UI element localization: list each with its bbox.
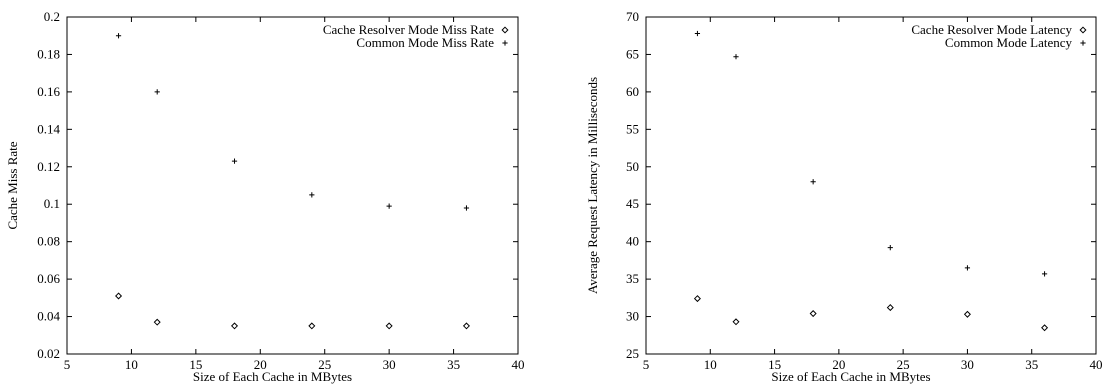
data-point-plus (810, 179, 816, 185)
x-tick-label: 40 (512, 357, 525, 372)
x-tick-label: 40 (1090, 357, 1103, 372)
y-tick-label: 0.16 (37, 84, 60, 99)
data-point-plus (733, 54, 739, 60)
y-tick-label: 0.18 (37, 46, 60, 61)
y-tick-label: 0.1 (44, 196, 60, 211)
data-point-diamond (462, 322, 470, 330)
x-tick-label: 5 (643, 357, 650, 372)
data-point-diamond (385, 322, 393, 330)
data-point-diamond (308, 322, 316, 330)
y-tick-label: 0.02 (37, 346, 60, 361)
x-tick-label: 25 (897, 357, 910, 372)
latency-chart: 5 10 15 20 25 30 35 40 25 30 35 40 45 50 55 60 65 70 Size … (585, 9, 1103, 384)
plot-frame (66, 16, 519, 355)
data-point-diamond (153, 318, 161, 326)
y-tick-label: 0.14 (37, 121, 60, 136)
x-axis-title: Size of Each Cache in MBytes (771, 369, 930, 384)
y-tick-label: 70 (626, 9, 639, 24)
y-tick-label: 35 (626, 271, 639, 286)
y-tick-label: 0.12 (37, 159, 60, 174)
x-axis-title: Size of Each Cache in MBytes (193, 369, 352, 384)
data-point-diamond (693, 295, 701, 303)
data-point-plus (309, 192, 315, 198)
legend-marker-plus (502, 40, 508, 46)
x-tick-label: 25 (318, 357, 331, 372)
y-axis-title: Average Request Latency in Milliseconds (585, 77, 600, 294)
x-tick-label: 20 (254, 357, 267, 372)
y-tick-label: 0.2 (44, 9, 60, 24)
data-point-diamond (886, 304, 894, 312)
y-tick-label: 0.04 (37, 309, 60, 324)
series-diamond (693, 295, 1049, 332)
legend-marker-plus (1080, 40, 1086, 46)
y-tick-label: 0.06 (37, 271, 60, 286)
data-point-plus (463, 205, 470, 211)
y-tick-label: 40 (626, 234, 639, 249)
legend-entry-label: Cache Resolver Mode Latency (911, 22, 1072, 37)
y-tick-label: 60 (626, 84, 639, 99)
data-point-plus (386, 203, 392, 209)
legend-entry-label: Cache Resolver Mode Miss Rate (323, 22, 494, 37)
x-tick-label: 5 (64, 357, 71, 372)
x-tick-label: 15 (189, 357, 202, 372)
legend-marker-diamond (501, 26, 509, 34)
data-point-plus (887, 245, 893, 251)
miss-rate-chart: 5 10 15 20 25 30 35 40 0.02 0.04 0.06 0.08 0.1 0.12 0.… (5, 9, 525, 384)
y-tick-label: 45 (626, 196, 639, 211)
y-tick-label: 65 (626, 46, 639, 61)
data-point-plus (231, 158, 238, 164)
series-plus (694, 30, 1048, 277)
data-point-diamond (231, 322, 239, 330)
x-tick-label: 15 (768, 357, 781, 372)
x-tick-label: 20 (832, 357, 845, 372)
x-tick-label: 10 (704, 357, 717, 372)
x-tick-label: 35 (447, 357, 460, 372)
data-point-diamond (115, 292, 123, 300)
y-tick-label: 55 (626, 121, 639, 136)
data-point-plus (115, 33, 122, 39)
series-plus (115, 33, 470, 211)
data-point-diamond (809, 310, 817, 318)
legend-marker-diamond (1079, 26, 1087, 34)
data-point-diamond (1041, 324, 1049, 332)
plot-frame (645, 16, 1097, 355)
data-point-diamond (963, 310, 971, 318)
series-diamond (115, 292, 470, 330)
y-tick-label: 0.08 (37, 234, 60, 249)
x-tick-label: 10 (125, 357, 138, 372)
data-point-plus (1041, 271, 1048, 277)
y-tick-label: 50 (626, 159, 639, 174)
legend-entry-label: Common Mode Miss Rate (356, 35, 494, 50)
legend-entry-label: Common Mode Latency (945, 35, 1073, 50)
x-tick-label: 30 (383, 357, 396, 372)
x-tick-label: 30 (961, 357, 974, 372)
data-point-plus (694, 30, 701, 37)
data-point-plus (154, 89, 160, 95)
data-point-diamond (732, 318, 740, 326)
y-axis-title: Cache Miss Rate (5, 141, 20, 229)
data-point-plus (964, 265, 971, 271)
y-tick-label: 25 (626, 346, 639, 361)
x-tick-label: 35 (1025, 357, 1038, 372)
y-tick-label: 30 (626, 309, 639, 324)
